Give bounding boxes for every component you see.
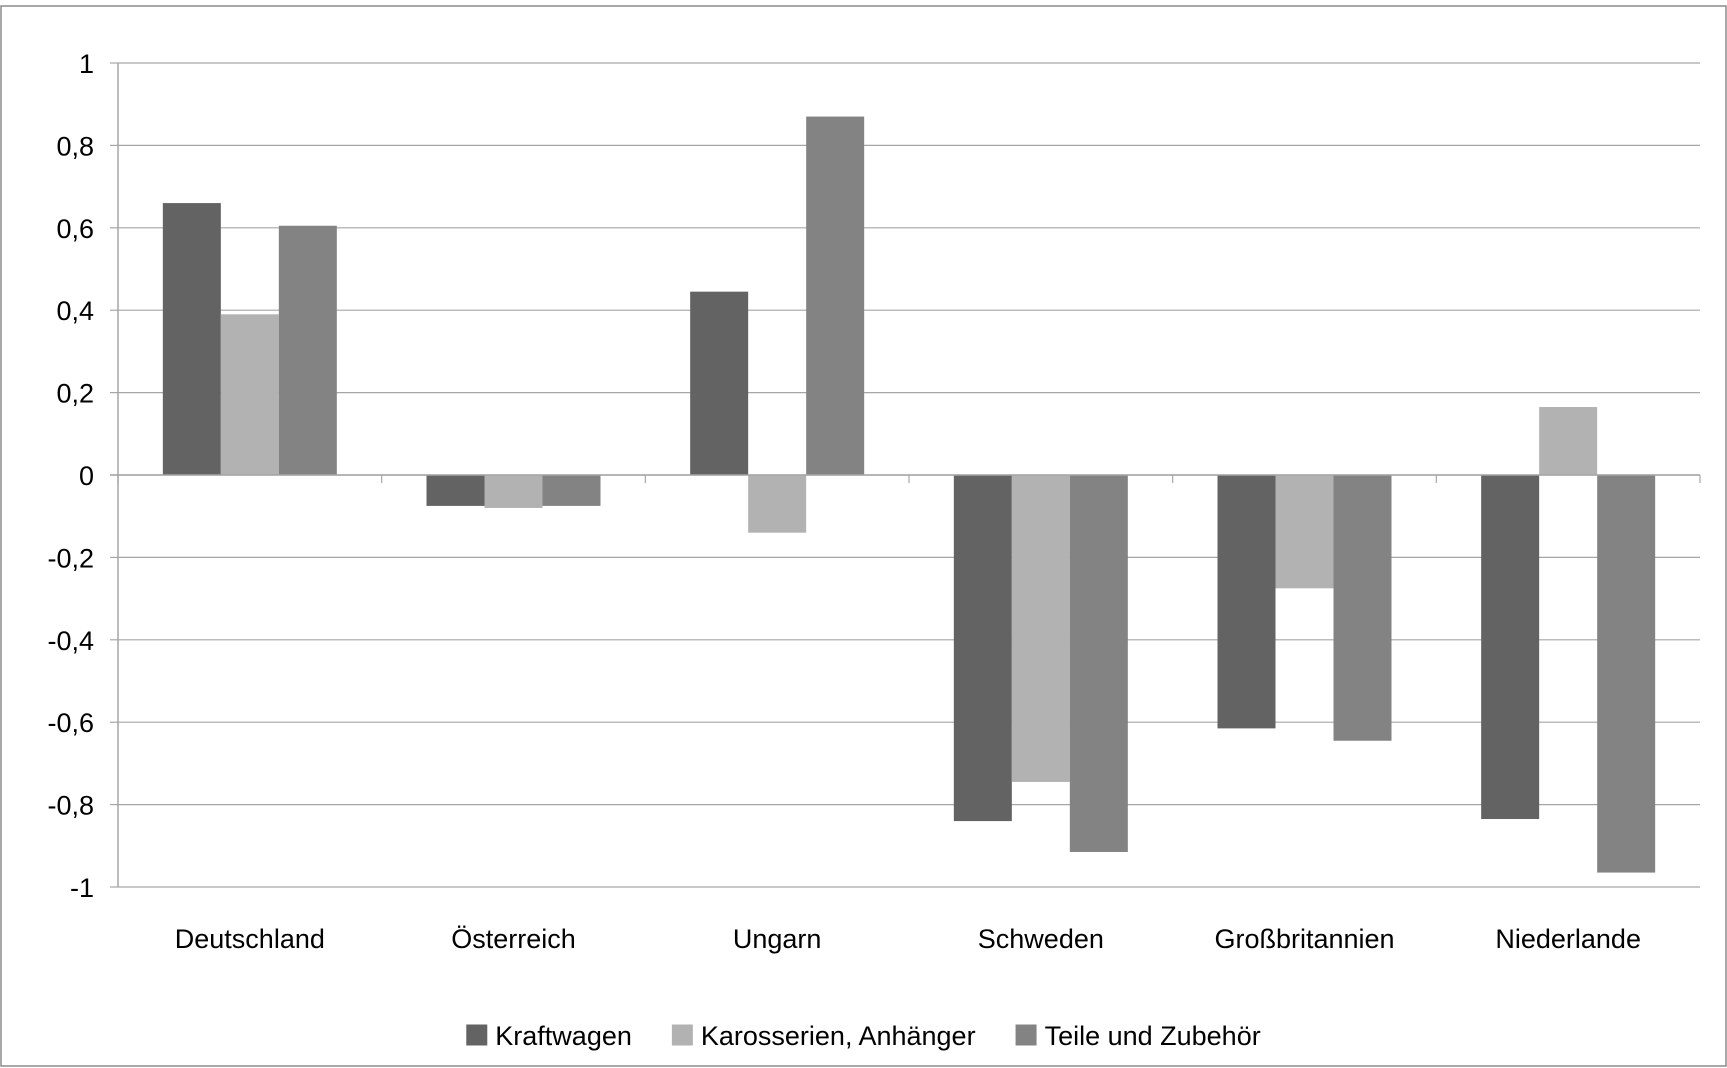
y-tick-label: 1 xyxy=(79,49,94,79)
x-tick-label: Schweden xyxy=(978,924,1104,954)
y-tick-label: -0,4 xyxy=(47,626,94,656)
x-axis-tick-labels: Deutschland Österreich Ungarn Schweden Großb… xyxy=(175,924,1641,954)
bar xyxy=(484,475,543,508)
bar xyxy=(690,291,749,475)
x-tick-label: Niederlande xyxy=(1495,924,1641,954)
y-tick-label: 0 xyxy=(79,461,94,491)
bar xyxy=(1333,475,1392,741)
bar xyxy=(1069,475,1128,852)
x-tick-label: Deutschland xyxy=(175,924,325,954)
bars xyxy=(162,116,1656,873)
bar xyxy=(953,475,1012,822)
y-tick-label: 0,2 xyxy=(56,379,94,409)
y-tick-label: -0,8 xyxy=(47,791,94,821)
bar xyxy=(1597,475,1656,873)
x-tick-label: Ungarn xyxy=(733,924,822,954)
x-tick-label: Großbritannien xyxy=(1214,924,1394,954)
legend-swatch xyxy=(1015,1024,1037,1046)
y-tick-label: -1 xyxy=(70,873,94,903)
bar xyxy=(426,475,485,506)
legend-label: Teile und Zubehör xyxy=(1045,1021,1261,1051)
bar xyxy=(1481,475,1540,820)
bar xyxy=(1275,475,1334,589)
x-tick-label: Österreich xyxy=(451,924,576,954)
y-tick-label: 0,6 xyxy=(56,214,94,244)
bar xyxy=(1217,475,1276,729)
y-tick-label: -0,6 xyxy=(47,708,94,738)
y-axis-tick-labels: 1 0,8 0,6 0,4 0,2 0 -0,2 -0,4 -0,6 -0,8 -1 xyxy=(47,49,94,903)
bar xyxy=(1539,407,1598,475)
legend-label: Kraftwagen xyxy=(495,1021,632,1051)
legend-label: Karosserien, Anhänger xyxy=(701,1021,976,1051)
bar xyxy=(748,475,807,533)
bar xyxy=(542,475,601,506)
bar xyxy=(278,225,337,475)
legend: Kraftwagen Karosserien, Anhänger Teile und… xyxy=(466,1021,1261,1051)
legend-swatch xyxy=(671,1024,693,1046)
bar xyxy=(806,116,865,475)
legend-swatch xyxy=(466,1024,488,1046)
bar xyxy=(1011,475,1070,782)
y-tick-label: 0,4 xyxy=(56,296,94,326)
y-tick-label: 0,8 xyxy=(56,131,94,161)
bar xyxy=(220,314,279,475)
axes xyxy=(110,62,1701,888)
y-tick-label: -0,2 xyxy=(47,543,94,573)
bar xyxy=(162,203,221,475)
